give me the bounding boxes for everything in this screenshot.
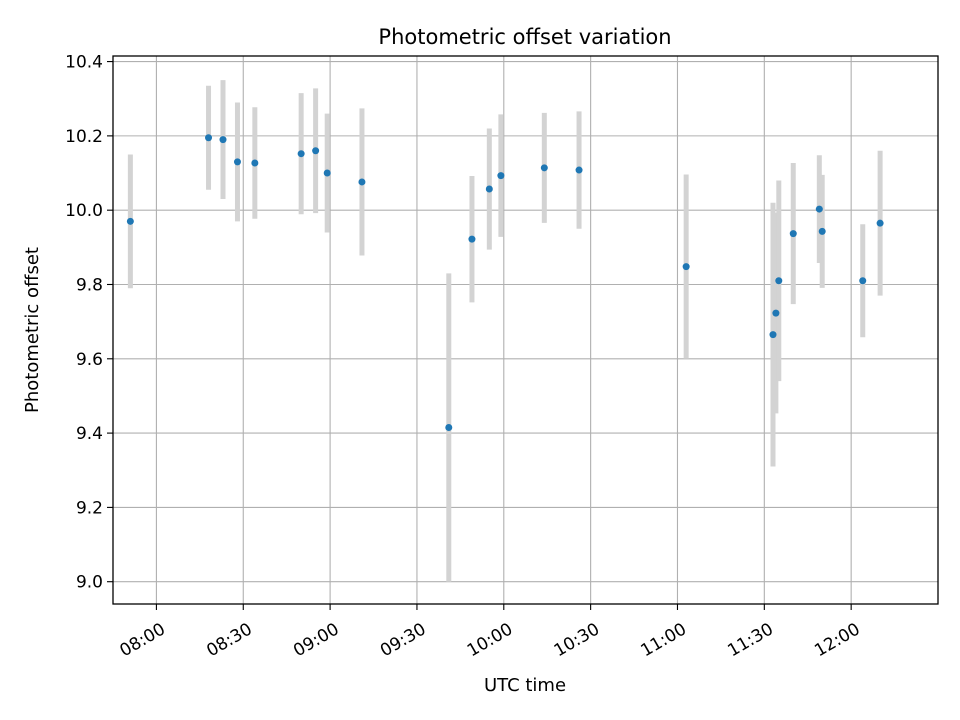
y-axis-label: Photometric offset [22,247,43,413]
y-tick-label: 9.0 [76,573,103,593]
data-point [251,159,259,167]
grid [113,56,938,604]
y-tick-label: 9.8 [76,275,103,295]
y-tick-label: 9.6 [76,350,103,370]
data-point [358,178,366,186]
y-tick-label: 10.0 [65,201,103,221]
data-point [468,235,476,243]
data-point [219,136,227,144]
data-point [540,164,548,172]
data-point [575,166,583,174]
y-tick-label: 9.4 [76,424,103,444]
data-point [859,277,867,285]
data-point [876,219,884,227]
data-point [769,331,777,339]
data-point [682,263,690,271]
y-tick-label: 10.2 [65,127,103,147]
plot-frame [112,55,939,605]
y-tick-label: 9.2 [76,498,103,518]
x-axis-label: UTC time [484,675,566,696]
data-point [818,227,826,235]
chart-title: Photometric offset variation [378,25,671,49]
data-point [445,424,453,432]
data-point [485,185,493,193]
data-point [312,147,320,155]
data-point [126,217,134,225]
data-point [297,150,305,158]
y-tick-label: 10.4 [65,53,103,73]
data-points [126,134,884,432]
data-point [815,205,823,213]
data-point [775,277,783,285]
data-point [772,309,780,317]
data-point [497,172,505,180]
data-point [789,230,797,238]
data-point [323,169,331,177]
data-point [205,134,213,142]
y-axis: 9.0 9.2 9.4 9.6 9.8 10.0 10.2 10.4 [65,53,113,593]
data-point [233,158,241,166]
